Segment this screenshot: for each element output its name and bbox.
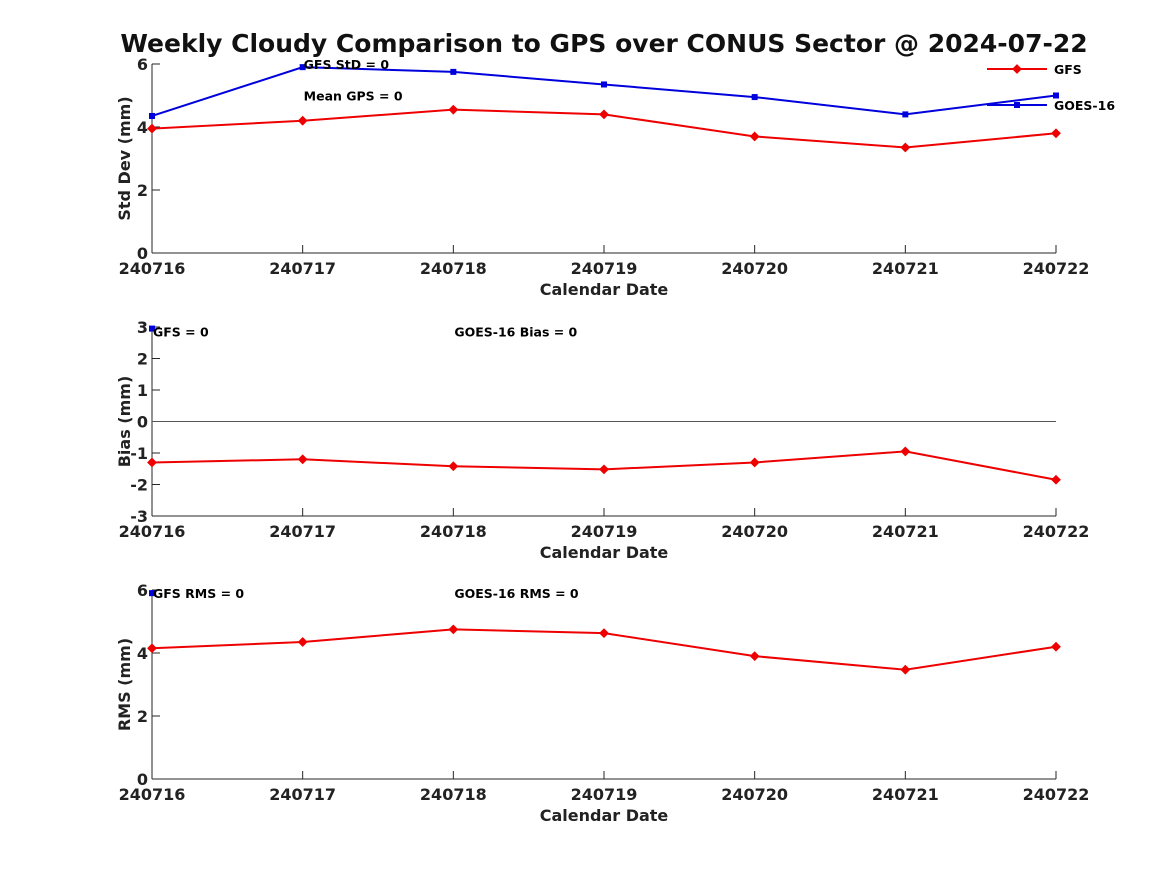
data-point: [450, 68, 457, 75]
data-point: [297, 115, 308, 126]
annotation: GFS = 0: [153, 325, 209, 340]
data-point: [448, 461, 459, 472]
data-point: [749, 651, 760, 662]
y-tick-label: -2: [130, 476, 148, 495]
y-tick-label: 0: [137, 770, 148, 789]
data-point: [599, 628, 609, 639]
series-line: [151, 66, 1057, 117]
legend: GFS GOES-16: [987, 62, 1115, 113]
series-goes-16: [149, 64, 1059, 119]
data-point: [299, 64, 306, 71]
series-goes-16: [149, 590, 155, 597]
panel-3: 0 2 4 6 240716 240717 240718 240719 240720 240721…: [115, 581, 1089, 825]
x-tick-label: 240718: [420, 259, 487, 278]
data-point: [749, 131, 760, 142]
x-axis-label: Calendar Date: [540, 280, 669, 299]
data-point: [900, 664, 911, 675]
x-tick-label: 240721: [872, 259, 939, 278]
x-tick-label: 240722: [1023, 522, 1090, 541]
data-point: [1051, 128, 1061, 139]
data-point: [147, 457, 157, 468]
annotation: GFS StD = 0: [304, 57, 390, 72]
y-tick-label: 0: [137, 413, 148, 432]
y-tick-label: 3: [137, 318, 148, 337]
data-point: [297, 637, 308, 647]
data-point: [448, 104, 459, 115]
data-point: [1051, 474, 1061, 485]
data-point: [147, 643, 157, 654]
panel-2: -3 -2 -1 0 1 2 3 240716 240717 240718 240719 240720…: [115, 318, 1089, 562]
chart-panels: 0 2 4 6 240716 240717 240718 240719 240720 240721…: [115, 55, 1115, 825]
x-tick-label: 240720: [721, 522, 788, 541]
data-point: [599, 109, 609, 120]
annotation: GFS RMS = 0: [153, 586, 244, 601]
data-point: [900, 446, 911, 457]
y-tick-label: -3: [130, 507, 148, 526]
y-tick-label: 1: [137, 381, 148, 400]
data-point: [599, 464, 609, 475]
y-tick-label: 6: [137, 55, 148, 74]
x-tick-label: 240722: [1023, 785, 1090, 804]
x-tick-label: 240720: [721, 785, 788, 804]
series-goes-16: [149, 325, 155, 332]
y-tick-label: 4: [137, 644, 148, 663]
data-point: [147, 123, 157, 134]
y-axis-label: Std Dev (mm): [115, 96, 134, 220]
data-point: [297, 454, 308, 465]
x-tick-label: 240719: [571, 259, 638, 278]
series-gfs: [147, 624, 1061, 675]
data-point: [1053, 92, 1059, 99]
legend-label: GFS: [1054, 62, 1082, 77]
data-point: [149, 112, 155, 119]
x-tick-label: 240721: [872, 785, 939, 804]
y-axis-label: Bias (mm): [115, 376, 134, 468]
annotation: Mean GPS = 0: [304, 89, 403, 104]
x-tick-label: 240719: [571, 522, 638, 541]
annotation: GOES-16 Bias = 0: [454, 325, 577, 340]
y-tick-label: 2: [137, 707, 148, 726]
legend-marker: [1014, 102, 1020, 108]
annotation: GOES-16 RMS = 0: [454, 586, 579, 601]
series-gfs: [147, 104, 1061, 153]
y-tick-label: 0: [137, 244, 148, 263]
y-tick-label: 6: [137, 581, 148, 600]
x-tick-label: 240717: [269, 259, 336, 278]
y-tick-label: -1: [130, 444, 148, 463]
data-point: [900, 142, 911, 153]
x-tick-label: 240719: [571, 785, 638, 804]
x-tick-label: 240722: [1023, 259, 1090, 278]
data-point: [1051, 641, 1061, 652]
chart-title: Weekly Cloudy Comparison to GPS over CON…: [120, 29, 1087, 58]
data-point: [902, 111, 909, 118]
x-tick-label: 240716: [119, 522, 186, 541]
panel-1: 0 2 4 6 240716 240717 240718 240719 240720 240721…: [115, 55, 1115, 299]
x-tick-label: 240717: [269, 522, 336, 541]
x-tick-label: 240720: [721, 259, 788, 278]
x-axis-label: Calendar Date: [540, 543, 669, 562]
x-tick-label: 240718: [420, 522, 487, 541]
x-tick-label: 240718: [420, 785, 487, 804]
y-tick-label: 2: [137, 181, 148, 200]
data-point: [751, 94, 758, 101]
legend-marker: [1012, 64, 1022, 74]
data-point: [749, 457, 760, 468]
x-tick-label: 240716: [119, 785, 186, 804]
y-axis-label: RMS (mm): [115, 638, 134, 731]
data-point: [448, 624, 459, 635]
x-tick-label: 240717: [269, 785, 336, 804]
x-axis-label: Calendar Date: [540, 806, 669, 825]
data-point: [149, 590, 155, 597]
x-tick-label: 240716: [119, 259, 186, 278]
data-point: [601, 81, 607, 88]
legend-label: GOES-16: [1054, 98, 1115, 113]
x-tick-label: 240721: [872, 522, 939, 541]
series-gfs: [147, 446, 1061, 485]
y-tick-label: 4: [137, 118, 148, 137]
y-tick-label: 2: [137, 350, 148, 369]
data-point: [149, 325, 155, 332]
